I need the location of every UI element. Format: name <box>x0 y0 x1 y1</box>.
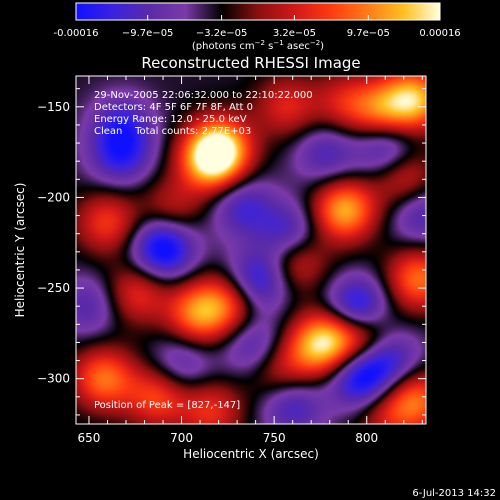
colorbar-tick-label: 3.2e−05 <box>273 28 316 39</box>
x-tick-label: 700 <box>170 431 193 445</box>
y-axis-label: Heliocentric Y (arcsec) <box>13 183 27 318</box>
annotation-peak-position: Position of Peak = [827,-147] <box>94 400 240 411</box>
colorbar-tick-label: −3.2e−05 <box>196 28 248 39</box>
colorbar-ticks: -0.00016 −9.7e−05 −3.2e−05 3.2e−05 9.7e−05 0.… <box>54 15 461 39</box>
annotation-energy: Energy Range: 12.0 - 25.0 keV <box>94 114 247 125</box>
chart-title: Reconstructed RHESSI Image <box>141 54 360 72</box>
colorbar-tick-label: -0.00016 <box>54 28 99 39</box>
axis-ticks: 650 700 750 800 −150 −200 −250 −300 <box>37 76 426 445</box>
y-tick-label: −250 <box>37 281 70 295</box>
heatmap-area <box>76 76 426 424</box>
footer-date: 6-Jul-2013 14:32 <box>412 488 496 499</box>
colorbar <box>75 2 441 21</box>
x-tick-label: 800 <box>355 431 378 445</box>
y-tick-label: −200 <box>37 190 70 204</box>
annotation-time-range: 29-Nov-2005 22:06:32.000 to 22:10:22.000 <box>94 90 313 101</box>
annotation-clean: Clean Total counts: 2.77E+03 <box>94 126 251 137</box>
annotation-detectors: Detectors: 4F 5F 6F 7F 8F, Att 0 <box>94 102 253 113</box>
colorbar-tick-label: 9.7e−05 <box>347 28 390 39</box>
x-tick-label: 650 <box>78 431 101 445</box>
colorbar-tick-label: −9.7e−05 <box>122 28 174 39</box>
x-tick-label: 750 <box>263 431 286 445</box>
x-axis-label: Heliocentric X (arcsec) <box>183 447 319 461</box>
plot-frame <box>75 75 427 425</box>
y-tick-label: −150 <box>37 100 70 114</box>
colorbar-tick-label: 0.00016 <box>419 28 460 39</box>
heatmap-image <box>76 76 426 424</box>
y-tick-label: −300 <box>37 372 70 386</box>
colorbar-unit-label: (photons cm−2 s−1 asec−2) <box>192 39 324 52</box>
